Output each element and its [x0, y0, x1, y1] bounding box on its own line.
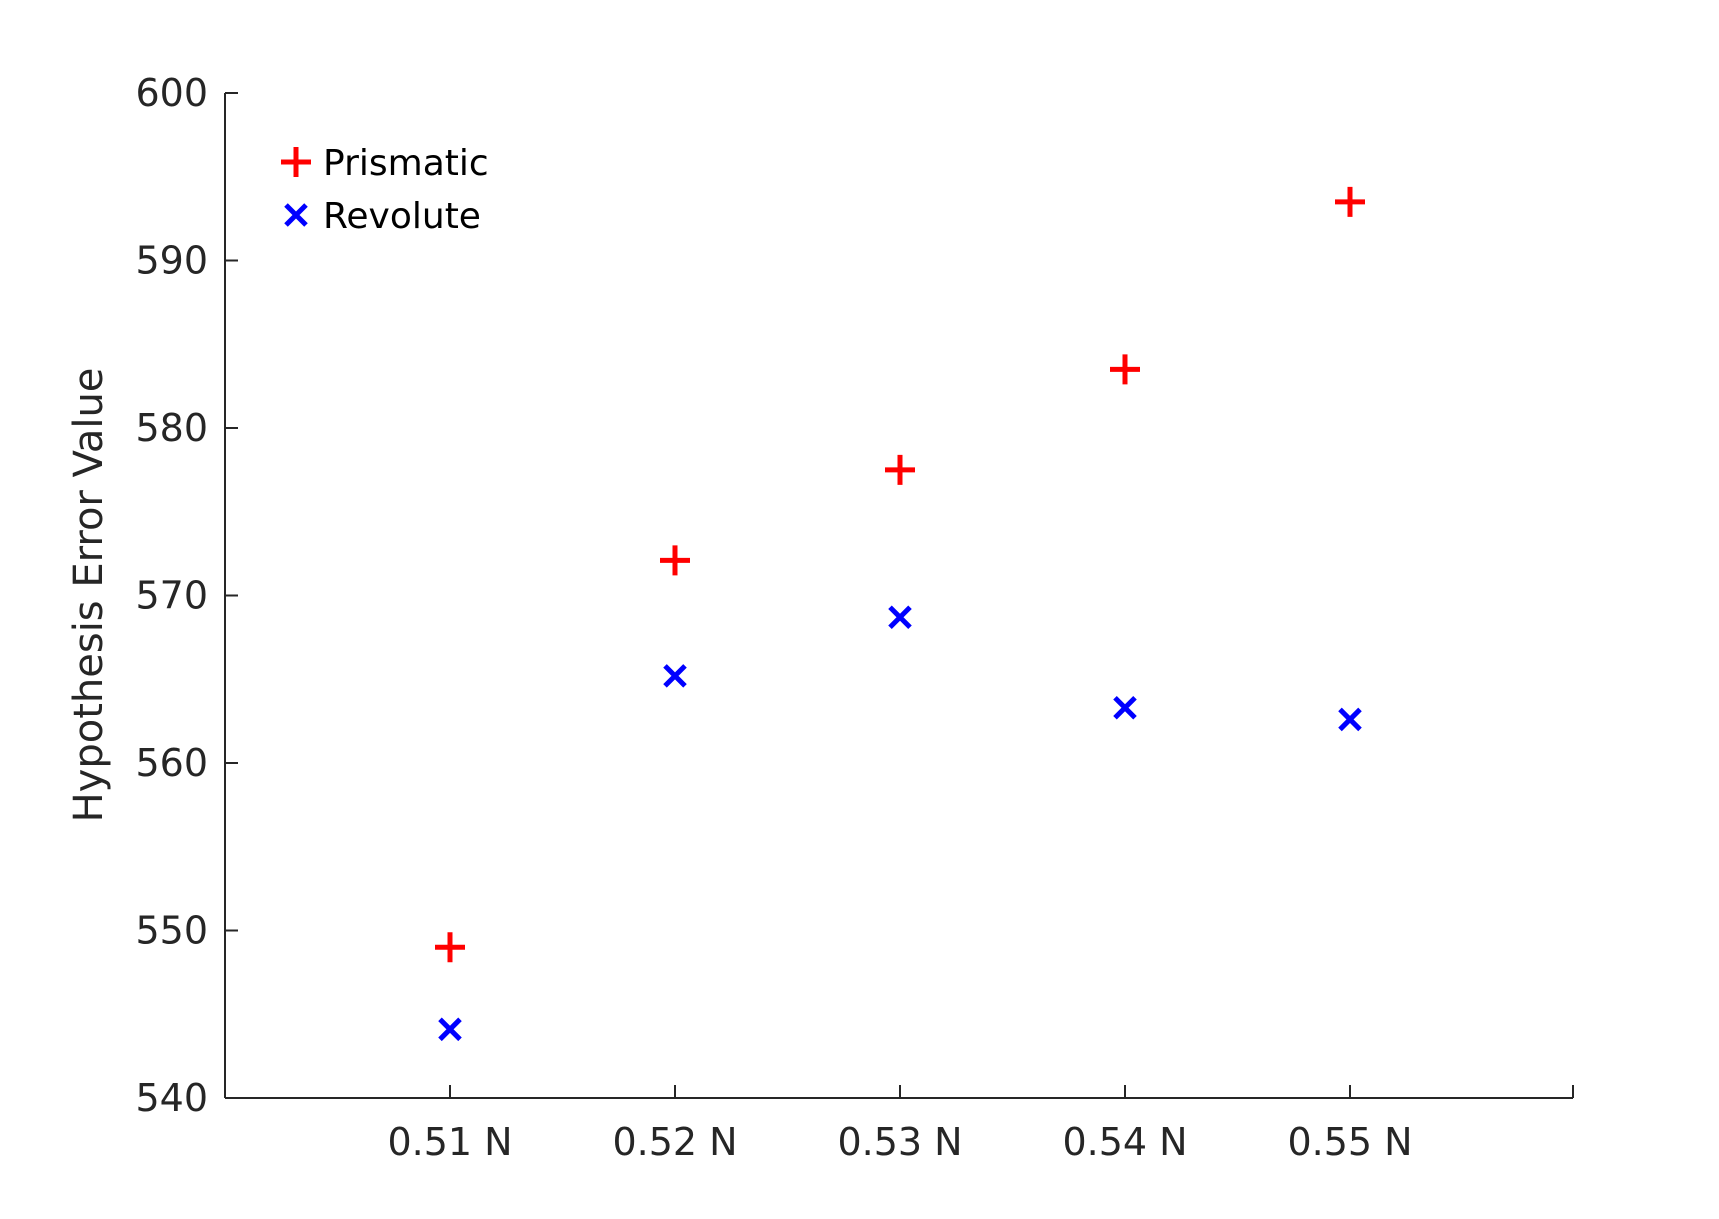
y-axis-label: Hypothesis Error Value	[66, 368, 112, 823]
y-tick-label: 600	[135, 71, 208, 115]
legend: Prismatic Revolute	[281, 143, 489, 237]
data-point-prismatic	[435, 932, 465, 963]
legend-marker-prismatic	[281, 147, 311, 177]
data-markers	[435, 186, 1365, 1042]
x-tick-label: 0.55 N	[1287, 1120, 1412, 1164]
data-point-prismatic	[1110, 354, 1140, 385]
data-point-revolute	[1338, 707, 1362, 732]
y-tick-label: 540	[135, 1076, 208, 1120]
y-tick-label: 560	[135, 741, 208, 785]
x-tick-label: 0.52 N	[612, 1120, 737, 1164]
x-tick-label: 0.54 N	[1062, 1120, 1187, 1164]
plot-axes	[224, 93, 1574, 1099]
legend-marker-revolute	[284, 203, 308, 227]
legend-item-prismatic: Prismatic	[281, 143, 489, 184]
x-ticks: 0.51 N 0.52 N 0.53 N 0.54 N 0.55 N	[387, 1085, 1413, 1164]
legend-label-prismatic: Prismatic	[323, 143, 489, 184]
legend-symbol-revolute	[284, 203, 308, 227]
y-tick-label: 570	[135, 574, 208, 618]
data-point-prismatic	[885, 454, 915, 485]
legend-symbol-prismatic	[281, 147, 311, 177]
data-point-revolute	[1113, 695, 1137, 720]
y-tick-label: 580	[135, 406, 208, 450]
y-tick-label: 550	[135, 909, 208, 953]
y-ticks: 540 550 560 570 580 590 600	[135, 71, 238, 1120]
legend-label-revolute: Revolute	[323, 196, 481, 237]
legend-item-revolute: Revolute	[284, 196, 481, 237]
x-tick-label: 0.53 N	[837, 1120, 962, 1164]
x-tick-label: 0.51 N	[387, 1120, 512, 1164]
data-point-revolute	[438, 1017, 462, 1042]
data-point-revolute	[888, 605, 912, 630]
data-point-revolute	[663, 664, 687, 688]
data-point-prismatic	[1335, 186, 1365, 217]
data-point-prismatic	[660, 545, 690, 576]
y-tick-label: 590	[135, 239, 208, 283]
